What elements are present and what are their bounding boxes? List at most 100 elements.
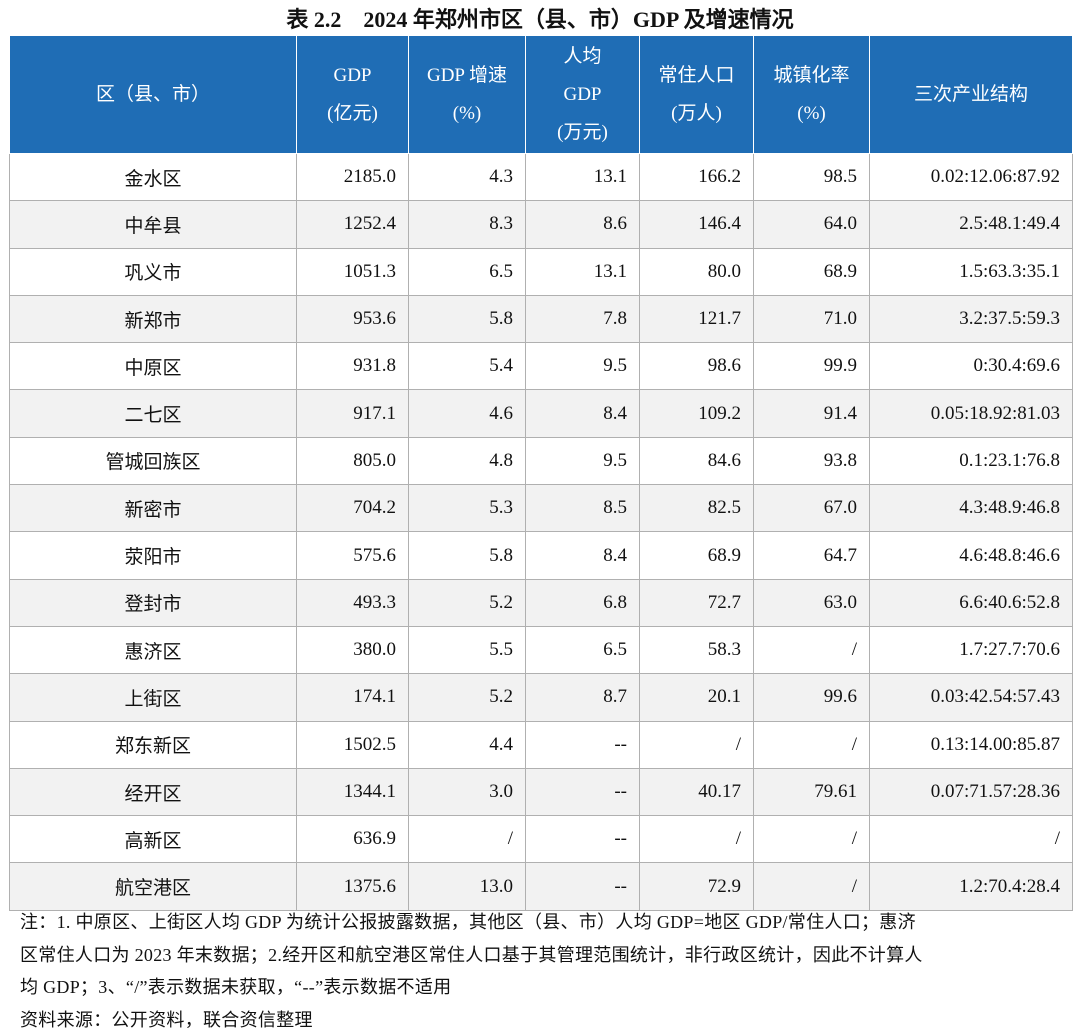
- cell: 84.6: [640, 437, 754, 484]
- cell: 5.3: [409, 485, 526, 532]
- region-cell: 新密市: [10, 485, 297, 532]
- cell: 64.7: [754, 532, 870, 579]
- cell: 5.5: [409, 626, 526, 673]
- cell: 0.03:42.54:57.43: [870, 674, 1073, 721]
- cell: 99.6: [754, 674, 870, 721]
- cell: 109.2: [640, 390, 754, 437]
- cell: /: [754, 863, 870, 910]
- cell: 6.5: [409, 248, 526, 295]
- cell: 8.3: [409, 201, 526, 248]
- cell: 8.7: [526, 674, 640, 721]
- cell: --: [526, 768, 640, 815]
- cell: 58.3: [640, 626, 754, 673]
- cell: 99.9: [754, 343, 870, 390]
- cell: 1344.1: [297, 768, 409, 815]
- cell: 1.2:70.4:28.4: [870, 863, 1073, 910]
- region-cell: 经开区: [10, 768, 297, 815]
- cell: 166.2: [640, 154, 754, 201]
- cell: 13.1: [526, 248, 640, 295]
- region-cell: 高新区: [10, 816, 297, 863]
- cell: 79.61: [754, 768, 870, 815]
- header-line: 城镇化率: [754, 57, 869, 95]
- cell: 13.1: [526, 154, 640, 201]
- cell: 9.5: [526, 437, 640, 484]
- header-line: 区（县、市）: [10, 76, 296, 114]
- column-header: GDP(亿元): [297, 36, 409, 154]
- cell: 1.7:27.7:70.6: [870, 626, 1073, 673]
- cell: 98.5: [754, 154, 870, 201]
- region-cell: 登封市: [10, 579, 297, 626]
- cell: 7.8: [526, 295, 640, 342]
- cell: 5.8: [409, 295, 526, 342]
- region-cell: 中原区: [10, 343, 297, 390]
- header-line: (万元): [526, 114, 639, 152]
- cell: 4.8: [409, 437, 526, 484]
- cell: --: [526, 863, 640, 910]
- header-line: (%): [409, 95, 525, 133]
- region-cell: 郑东新区: [10, 721, 297, 768]
- header-line: GDP: [297, 57, 408, 95]
- header-line: (万人): [640, 95, 753, 133]
- cell: 67.0: [754, 485, 870, 532]
- cell: 72.9: [640, 863, 754, 910]
- cell: 1502.5: [297, 721, 409, 768]
- note-line: 均 GDP；3、“/”表示数据未获取，“--”表示数据不适用: [20, 971, 1070, 1004]
- cell: 2.5:48.1:49.4: [870, 201, 1073, 248]
- cell: 5.4: [409, 343, 526, 390]
- cell: 0.02:12.06:87.92: [870, 154, 1073, 201]
- cell: 72.7: [640, 579, 754, 626]
- cell: 5.2: [409, 674, 526, 721]
- column-header: 三次产业结构: [870, 36, 1073, 154]
- region-cell: 惠济区: [10, 626, 297, 673]
- region-cell: 荥阳市: [10, 532, 297, 579]
- cell: 8.5: [526, 485, 640, 532]
- header-line: GDP 增速: [409, 57, 525, 95]
- cell: 805.0: [297, 437, 409, 484]
- cell: 71.0: [754, 295, 870, 342]
- cell: /: [640, 816, 754, 863]
- cell: --: [526, 721, 640, 768]
- source: 资料来源：公开资料，联合资信整理: [20, 1004, 1070, 1036]
- table-title: 表 2.2 2024 年郑州市区（县、市）GDP 及增速情况: [0, 2, 1080, 34]
- cell: 4.6: [409, 390, 526, 437]
- cell: 0.1:23.1:76.8: [870, 437, 1073, 484]
- cell: 917.1: [297, 390, 409, 437]
- cell: 931.8: [297, 343, 409, 390]
- header-line: (亿元): [297, 95, 408, 133]
- cell: 0:30.4:69.6: [870, 343, 1073, 390]
- cell: 3.0: [409, 768, 526, 815]
- cell: 6.8: [526, 579, 640, 626]
- cell: 2185.0: [297, 154, 409, 201]
- cell: 4.3:48.9:46.8: [870, 485, 1073, 532]
- cell: 80.0: [640, 248, 754, 295]
- cell: 98.6: [640, 343, 754, 390]
- cell: 8.4: [526, 532, 640, 579]
- cell: 91.4: [754, 390, 870, 437]
- cell: 575.6: [297, 532, 409, 579]
- header-line: 常住人口: [640, 57, 753, 95]
- cell: 68.9: [754, 248, 870, 295]
- cell: 93.8: [754, 437, 870, 484]
- region-cell: 航空港区: [10, 863, 297, 910]
- cell: 6.6:40.6:52.8: [870, 579, 1073, 626]
- cell: 3.2:37.5:59.3: [870, 295, 1073, 342]
- cell: 5.8: [409, 532, 526, 579]
- cell: 0.13:14.00:85.87: [870, 721, 1073, 768]
- cell: 20.1: [640, 674, 754, 721]
- header-line: 人均: [526, 38, 639, 76]
- cell: /: [754, 626, 870, 673]
- cell: 1051.3: [297, 248, 409, 295]
- cell: 4.6:48.8:46.6: [870, 532, 1073, 579]
